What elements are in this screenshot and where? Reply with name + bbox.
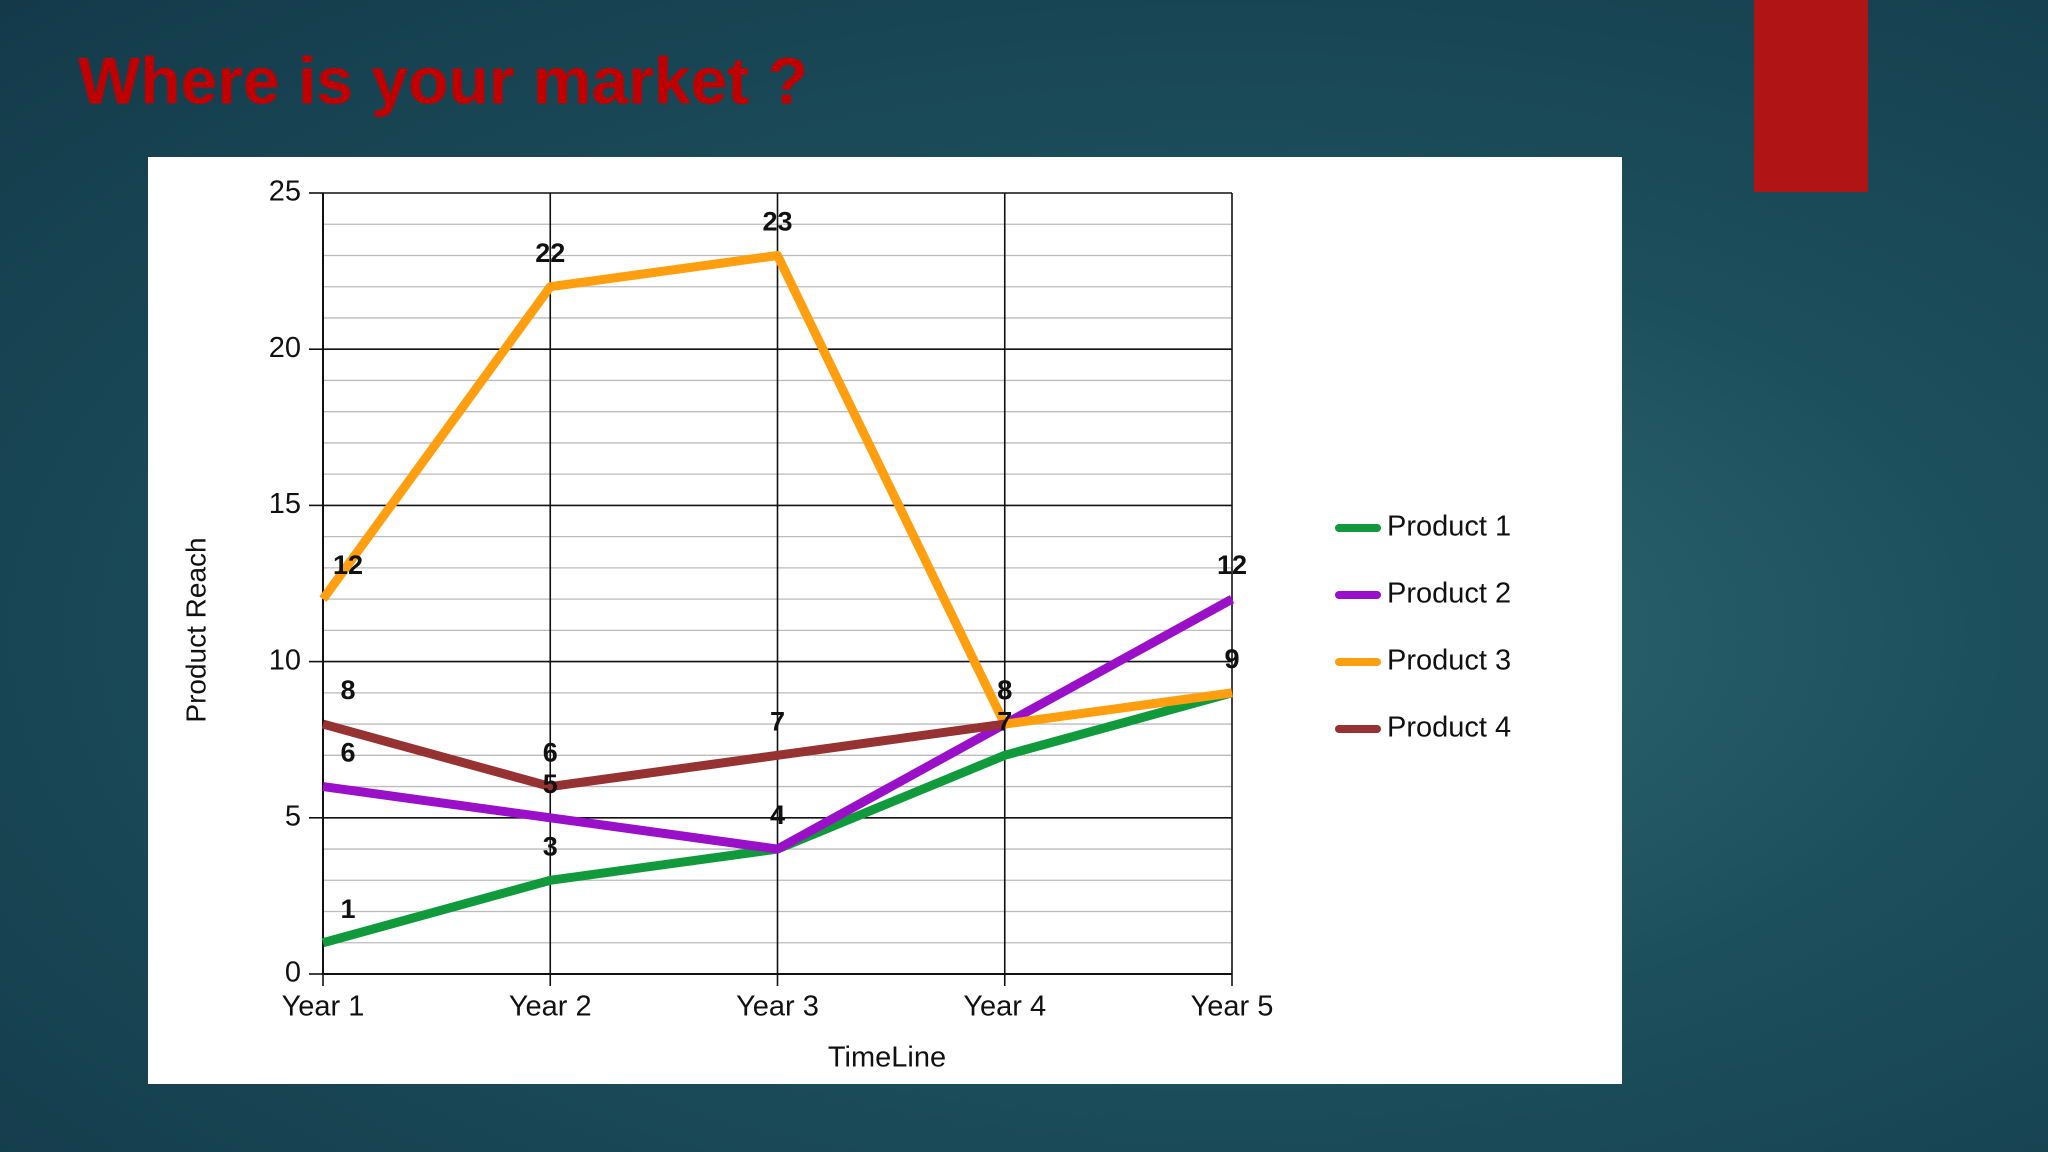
x-tick-label: Year 3 xyxy=(736,991,819,1023)
data-label: 7 xyxy=(770,706,785,736)
y-tick-label: 5 xyxy=(285,800,301,832)
data-label: 22 xyxy=(535,238,565,268)
data-label: 8 xyxy=(997,675,1012,705)
data-label: 6 xyxy=(340,738,355,768)
data-label: 9 xyxy=(1224,644,1239,674)
data-label: 3 xyxy=(543,831,558,861)
data-label: 4 xyxy=(770,800,785,830)
x-tick-label: Year 1 xyxy=(282,991,365,1023)
data-label: 5 xyxy=(543,769,558,799)
legend-label: Product 3 xyxy=(1387,645,1511,677)
data-label: 9 xyxy=(1224,644,1239,674)
y-axis-label: Product Reach xyxy=(180,537,211,722)
y-tick-label: 10 xyxy=(269,644,301,676)
data-label: 6 xyxy=(543,738,558,768)
data-label: 23 xyxy=(762,207,792,237)
data-label: 1 xyxy=(340,894,355,924)
data-label: 8 xyxy=(340,675,355,705)
series-line xyxy=(322,595,1235,854)
legend-label: Product 4 xyxy=(1387,712,1511,744)
legend-label: Product 2 xyxy=(1387,578,1511,610)
series-line xyxy=(319,250,1233,729)
chart-panel xyxy=(148,157,1622,1084)
legend-label: Product 1 xyxy=(1387,511,1511,543)
data-label: 8 xyxy=(997,675,1012,705)
data-label: 7 xyxy=(997,706,1012,736)
y-tick-label: 0 xyxy=(285,957,301,989)
x-tick-label: Year 2 xyxy=(509,991,592,1023)
series-line xyxy=(321,719,1006,792)
x-tick-label: Year 5 xyxy=(1191,991,1274,1023)
data-label: 12 xyxy=(1217,550,1247,580)
y-tick-label: 15 xyxy=(269,488,301,520)
data-label: 12 xyxy=(333,550,363,580)
accent-bar xyxy=(1754,0,1868,192)
x-tick-label: Year 4 xyxy=(963,991,1046,1023)
data-label: 4 xyxy=(770,800,785,830)
data-label: 8 xyxy=(997,675,1012,705)
y-tick-label: 20 xyxy=(269,332,301,364)
slide-title: Where is your market ? xyxy=(78,43,808,117)
x-axis-label: TimeLine xyxy=(828,1042,946,1074)
y-tick-label: 25 xyxy=(269,176,301,208)
